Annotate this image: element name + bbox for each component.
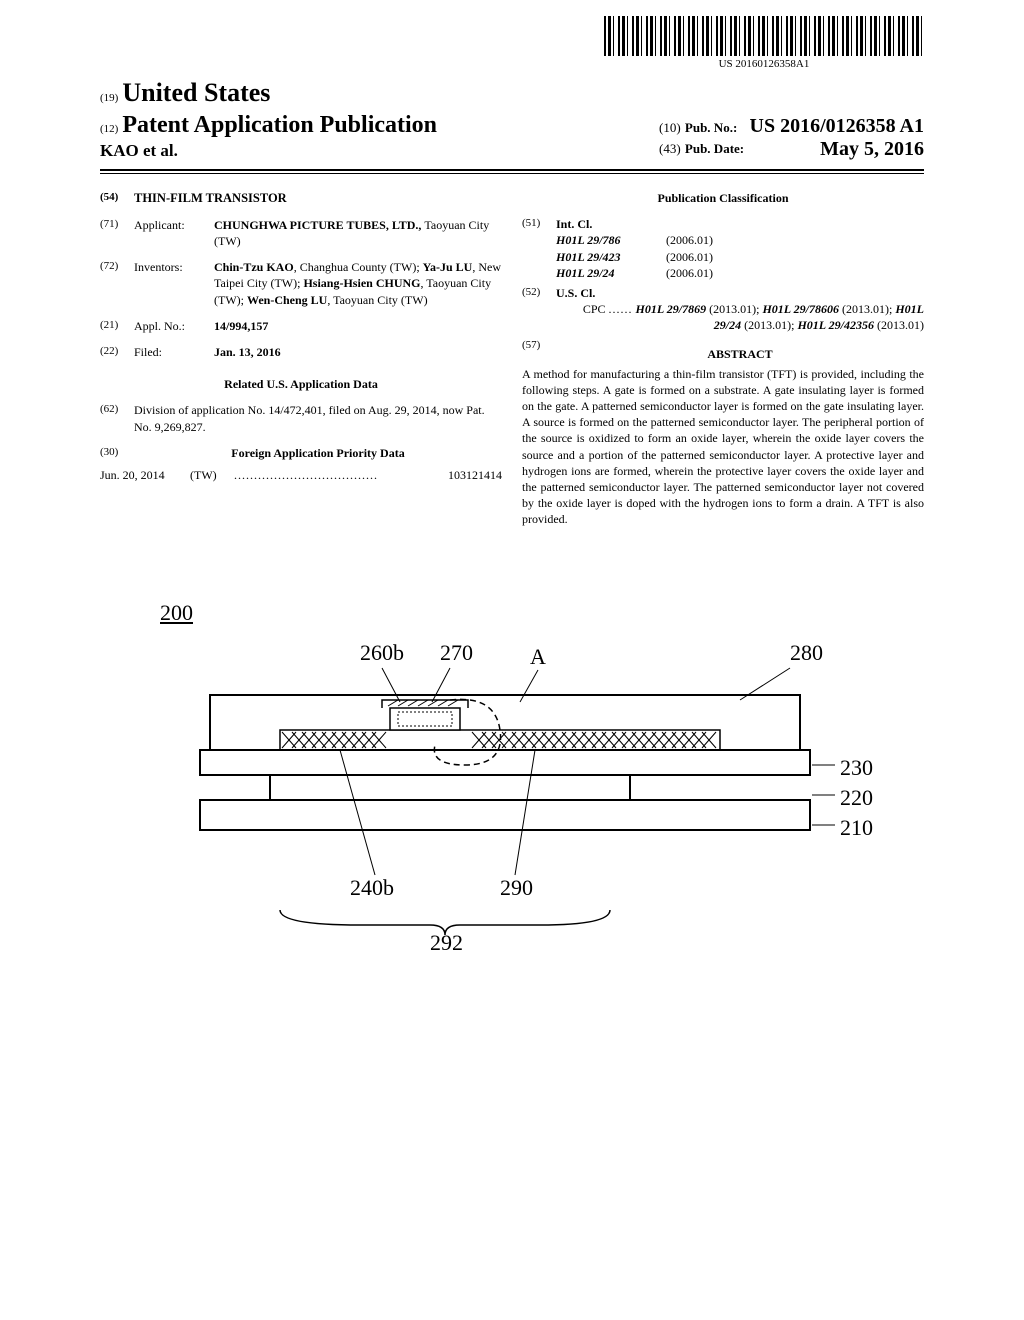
uscl-label: U.S. Cl. [556,286,595,300]
header-left: (12) Patent Application Publication KAO … [100,112,437,161]
title-code: (54) [100,190,134,207]
intcl-row: (51) Int. Cl. H01L 29/786(2006.01)H01L 2… [522,216,924,281]
pubdate-line: (43) Pub. Date: May 5, 2016 [659,138,924,161]
applno-label: Appl. No.: [134,318,214,334]
cpc-line: CPC ...... H01L 29/7869 (2013.01); H01L … [556,301,924,333]
cpc-items: H01L 29/7869 (2013.01); H01L 29/78606 (2… [636,302,924,332]
left-column: (54) THIN-FILM TRANSISTOR (71) Applicant… [100,180,502,528]
division-code: (62) [100,402,134,434]
intcl-version: (2006.01) [666,232,713,248]
figure-area: 200 260b 270 A 280 230 220 210 240b 290 … [100,600,924,1000]
pub-type: Patent Application Publication [122,112,437,138]
country-code: (19) [100,92,118,104]
title-row: (54) THIN-FILM TRANSISTOR [100,190,502,207]
country-name: United States [122,78,270,107]
cpc-dots: ...... [609,302,633,316]
applno-value: 14/994,157 [214,319,268,333]
pubdate-code: (43) [659,141,681,156]
barcode-text: US 20160126358A1 [604,58,924,70]
header-right: (10) Pub. No.: US 2016/0126358 A1 (43) P… [659,115,924,161]
foreign-heading-row: (30) Foreign Application Priority Data [100,445,502,461]
pubdate-value: May 5, 2016 [820,138,924,161]
applicant-label: Applicant: [134,217,214,249]
cpc-prefix: CPC [583,302,606,316]
header-rule-thick [100,169,924,171]
document-header: (19) United States (12) Patent Applicati… [100,78,924,174]
right-column: Publication Classification (51) Int. Cl.… [522,180,924,528]
uscl-body: U.S. Cl. CPC ...... H01L 29/7869 (2013.0… [556,285,924,334]
applicant-value: CHUNGHWA PICTURE TUBES, LTD., Taoyuan Ci… [214,217,502,249]
foreign-code: (30) [100,445,134,461]
abstract-label: ABSTRACT [556,346,924,362]
uscl-code: (52) [522,285,556,334]
classification-heading: Publication Classification [522,190,924,206]
intcl-class: H01L 29/24 [556,265,666,281]
intcl-version: (2006.01) [666,249,713,265]
barcode-block: US 20160126358A1 [604,16,924,70]
inventors-row: (72) Inventors: Chin-Tzu KAO, Changhua C… [100,259,502,308]
intcl-label: Int. Cl. [556,217,592,231]
intcl-class: H01L 29/786 [556,232,666,248]
filed-code: (22) [100,344,134,360]
foreign-data-row: Jun. 20, 2014 (TW) .....................… [100,467,502,483]
applicant-code: (71) [100,217,134,249]
foreign-country: (TW) [190,467,234,483]
filed-value: Jan. 13, 2016 [214,345,281,359]
barcode-graphic [604,16,924,56]
foreign-date: Jun. 20, 2014 [100,467,190,483]
intcl-item: H01L 29/24(2006.01) [556,265,924,281]
intcl-item: H01L 29/786(2006.01) [556,232,924,248]
intcl-item: H01L 29/423(2006.01) [556,249,924,265]
uscl-row: (52) U.S. Cl. CPC ...... H01L 29/7869 (2… [522,285,924,334]
pubno-code: (10) [659,120,681,135]
abstract-heading-row: (57) ABSTRACT [522,338,924,366]
intcl-code: (51) [522,216,556,281]
applno-code: (21) [100,318,134,334]
applicant-row: (71) Applicant: CHUNGHWA PICTURE TUBES, … [100,217,502,249]
applno-row: (21) Appl. No.: 14/994,157 [100,318,502,334]
authors-line: KAO et al. [100,141,437,161]
inventors-value: Chin-Tzu KAO, Changhua County (TW); Ya-J… [214,259,502,308]
pub-type-line: (12) Patent Application Publication [100,112,437,139]
intcl-class: H01L 29/423 [556,249,666,265]
tft-diagram [100,600,924,1000]
inventors-code: (72) [100,259,134,308]
pubno-label: Pub. No.: [685,120,737,135]
invention-title: THIN-FILM TRANSISTOR [134,190,502,207]
division-text: Division of application No. 14/472,401, … [134,402,502,434]
pub-type-code: (12) [100,123,118,135]
header-rule-thin [100,173,924,174]
intcl-version: (2006.01) [666,265,713,281]
body-columns: (54) THIN-FILM TRANSISTOR (71) Applicant… [100,180,924,528]
abstract-text: A method for manufacturing a thin-film t… [522,366,924,528]
intcl-list: H01L 29/786(2006.01)H01L 29/423(2006.01)… [556,232,924,281]
foreign-num: 103121414 [448,467,502,483]
pubno-value: US 2016/0126358 A1 [750,115,924,137]
pubno-line: (10) Pub. No.: US 2016/0126358 A1 [659,115,924,138]
applicant-name: CHUNGHWA PICTURE TUBES, LTD., [214,218,424,232]
pubdate-left: (43) Pub. Date: [659,138,744,161]
abstract-code: (57) [522,338,556,366]
filed-label: Filed: [134,344,214,360]
header-row: (12) Patent Application Publication KAO … [100,112,924,161]
division-row: (62) Division of application No. 14/472,… [100,402,502,434]
foreign-dots: .................................... [234,467,448,483]
inventors-label: Inventors: [134,259,214,308]
intcl-body: Int. Cl. H01L 29/786(2006.01)H01L 29/423… [556,216,924,281]
filed-row: (22) Filed: Jan. 13, 2016 [100,344,502,360]
related-heading: Related U.S. Application Data [100,376,502,392]
pubdate-label: Pub. Date: [685,141,744,156]
foreign-heading: Foreign Application Priority Data [231,446,404,460]
country-line: (19) United States [100,78,924,108]
